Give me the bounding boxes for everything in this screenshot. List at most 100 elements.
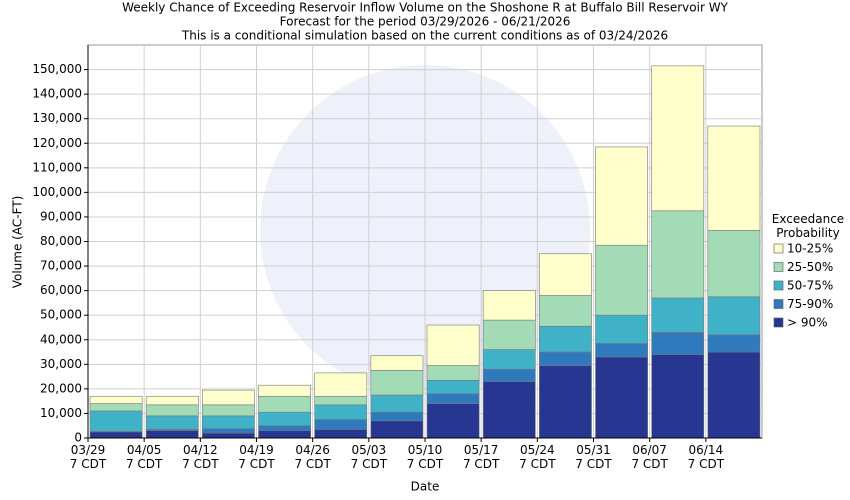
bar-segment xyxy=(314,404,368,420)
bar-segment xyxy=(482,368,536,382)
bar-segment xyxy=(426,324,480,366)
y-tick-label: 20,000 xyxy=(40,381,82,395)
bar-segment xyxy=(539,253,592,296)
x-tick-label: 03/29 7 CDT xyxy=(69,443,107,471)
bar-segment xyxy=(651,332,705,355)
x-tick-label: 06/07 7 CDT xyxy=(631,443,668,471)
chart-note: This is a conditional simulation based o… xyxy=(181,29,668,43)
legend-label: 75-90% xyxy=(787,297,833,311)
bar-segment xyxy=(595,244,648,316)
bar-segment xyxy=(482,381,536,439)
bar-segment xyxy=(258,384,311,397)
bar-segment xyxy=(651,65,705,212)
legend-swatch xyxy=(773,243,784,254)
x-tick-label: 06/14 7 CDT xyxy=(687,443,725,471)
bar-segment xyxy=(202,404,255,417)
legend-label: 50-75% xyxy=(787,279,833,293)
bar-segment xyxy=(426,379,480,395)
y-tick-label: 90,000 xyxy=(40,209,82,223)
bar-segment xyxy=(595,146,648,246)
y-tick-label: 110,000 xyxy=(32,160,82,174)
bar-segment xyxy=(651,297,705,333)
legend-swatch xyxy=(773,280,784,291)
bar-segment xyxy=(707,334,761,353)
bar-segment xyxy=(651,210,705,299)
bar-segment xyxy=(707,296,761,336)
y-tick-label: 130,000 xyxy=(32,111,82,125)
y-tick-label: 80,000 xyxy=(40,234,82,248)
bar-segment xyxy=(89,431,143,439)
bar-segment xyxy=(89,410,143,432)
x-tick-label: 05/31 7 CDT xyxy=(575,443,612,471)
bar-segment xyxy=(202,428,255,434)
bar-segment xyxy=(145,395,199,406)
bar-segment xyxy=(707,125,761,231)
y-tick-label: 120,000 xyxy=(32,136,82,150)
x-axis-label: Date xyxy=(411,480,440,494)
bar-segment xyxy=(202,389,255,406)
bar-segment xyxy=(258,425,311,431)
legend-title: Exceedance Probability xyxy=(771,212,845,240)
bar-segment xyxy=(314,372,368,397)
bar-segment xyxy=(258,411,311,427)
y-tick-label: 30,000 xyxy=(40,357,82,371)
legend-swatch xyxy=(773,317,784,328)
legend-swatch xyxy=(773,262,784,272)
y-tick-label: 70,000 xyxy=(40,259,82,273)
bar-segment xyxy=(539,325,592,353)
x-tick-label: 05/03 7 CDT xyxy=(350,443,388,471)
bar-segment xyxy=(595,356,648,439)
legend-swatch xyxy=(773,299,784,309)
bar-segment xyxy=(145,430,199,439)
y-tick-label: 140,000 xyxy=(32,87,82,101)
legend-label: 10-25% xyxy=(787,242,833,256)
x-tick-label: 04/12 7 CDT xyxy=(182,443,219,471)
bar-segment xyxy=(314,419,368,430)
bar-segment xyxy=(651,354,705,439)
bar-segment xyxy=(539,295,592,327)
y-tick-label: 100,000 xyxy=(32,185,82,199)
x-tick-label: 05/24 7 CDT xyxy=(519,443,556,471)
bar-segment xyxy=(482,290,536,321)
bar-segment xyxy=(89,403,143,412)
bar-segment xyxy=(258,395,311,413)
bar-segment xyxy=(539,351,592,366)
bar-segment xyxy=(370,420,424,439)
bar-segment xyxy=(426,403,480,439)
chart-title: Weekly Chance of Exceeding Reservoir Inf… xyxy=(122,1,728,15)
x-tick-label: 04/05 7 CDT xyxy=(125,443,163,471)
bar-segment xyxy=(482,349,536,370)
x-tick-label: 05/10 7 CDT xyxy=(406,443,444,471)
y-tick-label: 150,000 xyxy=(32,62,82,76)
chart-subtitle: Forecast for the period 03/29/2026 - 06/… xyxy=(280,15,571,29)
y-axis-label: Volume (AC-FT) xyxy=(11,196,25,289)
y-tick-label: 0 xyxy=(74,431,82,445)
bar-segment xyxy=(482,319,536,350)
bar-segment xyxy=(202,432,255,439)
bar-segment xyxy=(202,415,255,429)
bar-segment xyxy=(258,430,311,439)
legend-label: 25-50% xyxy=(787,260,833,274)
bar-segment xyxy=(370,370,424,396)
x-tick-label: 04/19 7 CDT xyxy=(238,443,275,471)
bar-segment xyxy=(539,365,592,439)
legend-label: > 90% xyxy=(787,316,828,330)
bar-segment xyxy=(370,394,424,413)
x-tick-label: 05/17 7 CDT xyxy=(462,443,500,471)
y-tick-label: 60,000 xyxy=(40,283,82,297)
bar-segment xyxy=(370,355,424,371)
bar-segment xyxy=(145,404,199,417)
bar-segment xyxy=(314,395,368,406)
bar-segment xyxy=(370,411,424,422)
bar-segment xyxy=(595,314,648,344)
bar-segment xyxy=(145,415,199,430)
x-tick-label: 04/26 7 CDT xyxy=(294,443,331,471)
y-tick-label: 50,000 xyxy=(40,308,82,322)
bar-segment xyxy=(426,365,480,381)
bar-segment xyxy=(707,230,761,298)
y-tick-label: 40,000 xyxy=(40,332,82,346)
bar-segment xyxy=(595,343,648,358)
bar-segment xyxy=(707,351,761,439)
bar-segment xyxy=(426,393,480,404)
